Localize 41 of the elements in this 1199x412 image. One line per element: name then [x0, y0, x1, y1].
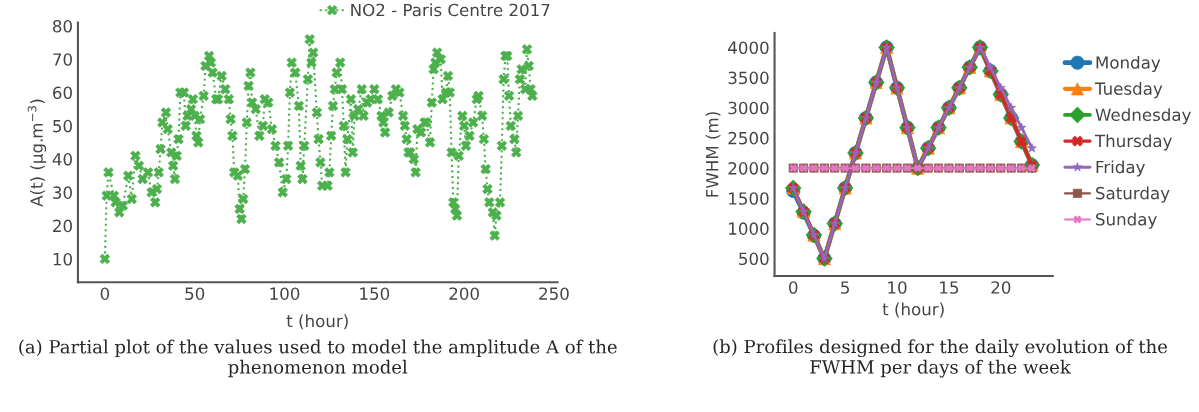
y-tick-label: 80: [53, 19, 72, 33]
x-tick-label: 20: [991, 281, 1011, 294]
legend-label: Saturday: [1096, 186, 1170, 203]
x-axis-title: t (hour): [286, 314, 348, 330]
legend-label: Wednesday: [1095, 108, 1191, 125]
x-tick-label: 10: [888, 281, 907, 294]
y-tick-label: 4000: [728, 41, 769, 55]
legend-label: Friday: [1096, 160, 1145, 177]
legend-label: Tuesday: [1094, 82, 1163, 99]
x-tick-label: 250: [539, 287, 569, 300]
y-tick-label: 50: [53, 119, 72, 133]
y-tick-label: 30: [53, 186, 72, 199]
legend-label: Thursday: [1094, 134, 1172, 151]
y-tick-label: 500: [739, 252, 769, 266]
text: (b) Profiles designed for the daily evolution of the FWHM per days of the week: [713, 339, 1167, 378]
x-tick-label: 0: [100, 287, 110, 300]
x-tick-label: 15: [940, 281, 959, 294]
y-tick-label: 1000: [729, 222, 769, 235]
y-tick-label: 2500: [728, 131, 769, 145]
x-axis-title: t (hour): [882, 302, 944, 318]
y-axis-title: FWHM (m): [705, 112, 721, 197]
legend-label: Sunday: [1096, 212, 1157, 229]
x-tick-label: 0: [789, 281, 798, 294]
x-tick-label: 100: [270, 287, 300, 300]
x-tick-label: 200: [449, 287, 479, 300]
x-tick-label: 150: [360, 287, 390, 300]
x-tick-label: 50: [185, 287, 205, 300]
y-tick-label: 40: [52, 153, 72, 166]
y-tick-label: 2000: [728, 162, 769, 175]
y-axis-title: A(t) (µg.m$^{−3}$): [27, 99, 47, 207]
y-tick-label: 70: [53, 53, 72, 66]
y-tick-label: 1500: [729, 192, 769, 205]
y-tick-label: 20: [53, 219, 72, 233]
y-tick-label: 10: [53, 252, 72, 266]
legend-label: Monday: [1096, 55, 1161, 73]
y-tick-label: 3500: [728, 71, 769, 85]
text: (a) Partial plot of the values used to model the amplitude A of the phenomenon model: [19, 339, 617, 378]
y-tick-label: 3000: [728, 101, 769, 115]
x-tick-label: 5: [841, 281, 849, 294]
legend-label: NO2 - Paris Centre 2017: [351, 3, 550, 17]
y-tick-label: 60: [53, 86, 72, 100]
